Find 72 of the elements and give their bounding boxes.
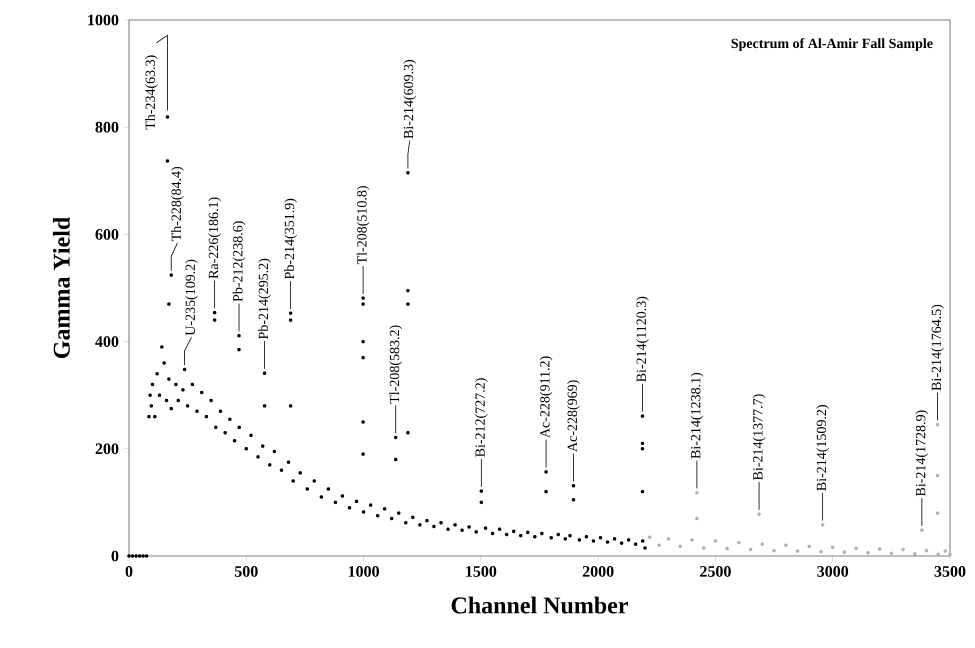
point: [808, 544, 811, 548]
point: [666, 537, 670, 541]
point: [901, 548, 905, 552]
annotation: Pb-212(238.6): [232, 221, 246, 302]
x-tick-label: 2000: [582, 566, 614, 577]
point: [702, 546, 706, 550]
y-tick-label: 0: [112, 550, 118, 562]
annotation: Bi-214(1728.9): [916, 410, 928, 496]
annotation: Pb-214(295.2): [258, 258, 271, 340]
y-tick-label: 800: [95, 122, 118, 133]
point: [936, 422, 940, 426]
point: [695, 516, 699, 520]
annotation: U-235(109.2): [185, 260, 198, 336]
annotation: Tl-208(510.8): [356, 186, 370, 264]
point: [890, 552, 894, 556]
x-tick-label: 2500: [700, 566, 731, 577]
point: [936, 552, 940, 556]
text: Spectrum of Al-Amir Fall Sample: [732, 38, 933, 51]
point: [948, 552, 952, 556]
point: [819, 550, 823, 554]
point: [784, 544, 788, 547]
y-tick-label: 400: [95, 336, 118, 347]
x-tick-label: 1000: [348, 566, 379, 577]
x-axis-title: Channel Number: [452, 596, 628, 614]
annotation: Bi-214(1238.1): [690, 372, 704, 459]
point: [854, 546, 858, 550]
point: [830, 546, 834, 550]
point: [757, 512, 761, 516]
point: [913, 552, 917, 556]
point: [695, 491, 699, 494]
point: [657, 544, 661, 547]
annotation: Pb-214(351.9): [284, 198, 297, 280]
point: [678, 544, 682, 548]
point: [737, 540, 741, 544]
point: [648, 535, 652, 539]
point: [760, 542, 764, 546]
annotation: Bi-214(1764.5): [931, 304, 944, 391]
annotation: Ac-228(969): [567, 380, 580, 452]
annotation: Bi-214(609.3): [403, 60, 416, 139]
annotation: Th-234(63.3): [145, 55, 158, 130]
point: [820, 523, 824, 527]
x-tick-label: 3500: [934, 566, 966, 577]
x-tick-label: 500: [234, 566, 258, 577]
point: [725, 546, 729, 550]
point: [878, 547, 882, 551]
point: [866, 551, 870, 555]
y-axis-title: Gamma Yield: [52, 217, 70, 358]
point: [936, 511, 940, 515]
point: [690, 538, 694, 542]
annotation: Th-228(84.4): [171, 166, 184, 242]
annotation: Bi-214(1120.3): [636, 296, 649, 382]
x-tick-label: 3000: [817, 566, 848, 577]
annotation: Ac-228(911.2): [540, 356, 552, 438]
x-tick-label: 0: [126, 566, 132, 577]
point: [944, 549, 948, 553]
point: [748, 548, 752, 552]
point: [842, 550, 846, 554]
annotation: Ra-226(186.1): [208, 197, 221, 278]
point: [936, 474, 940, 478]
point: [920, 528, 924, 532]
annotation: Bi-212(727.2): [474, 378, 488, 457]
annotation: Bi-214(1509.2): [816, 405, 829, 491]
y-tick-label: 200: [96, 443, 118, 454]
point: [796, 549, 800, 553]
point: [772, 548, 776, 552]
y-tick-label: 1000: [88, 14, 118, 26]
x-tick-label: 1500: [466, 566, 496, 577]
y-tick-label: 600: [96, 228, 118, 240]
point: [714, 539, 718, 543]
annotation: Tl-208(583.2): [389, 325, 402, 404]
point: [924, 548, 928, 552]
annotation: Bi-214(1377.7): [752, 394, 766, 480]
